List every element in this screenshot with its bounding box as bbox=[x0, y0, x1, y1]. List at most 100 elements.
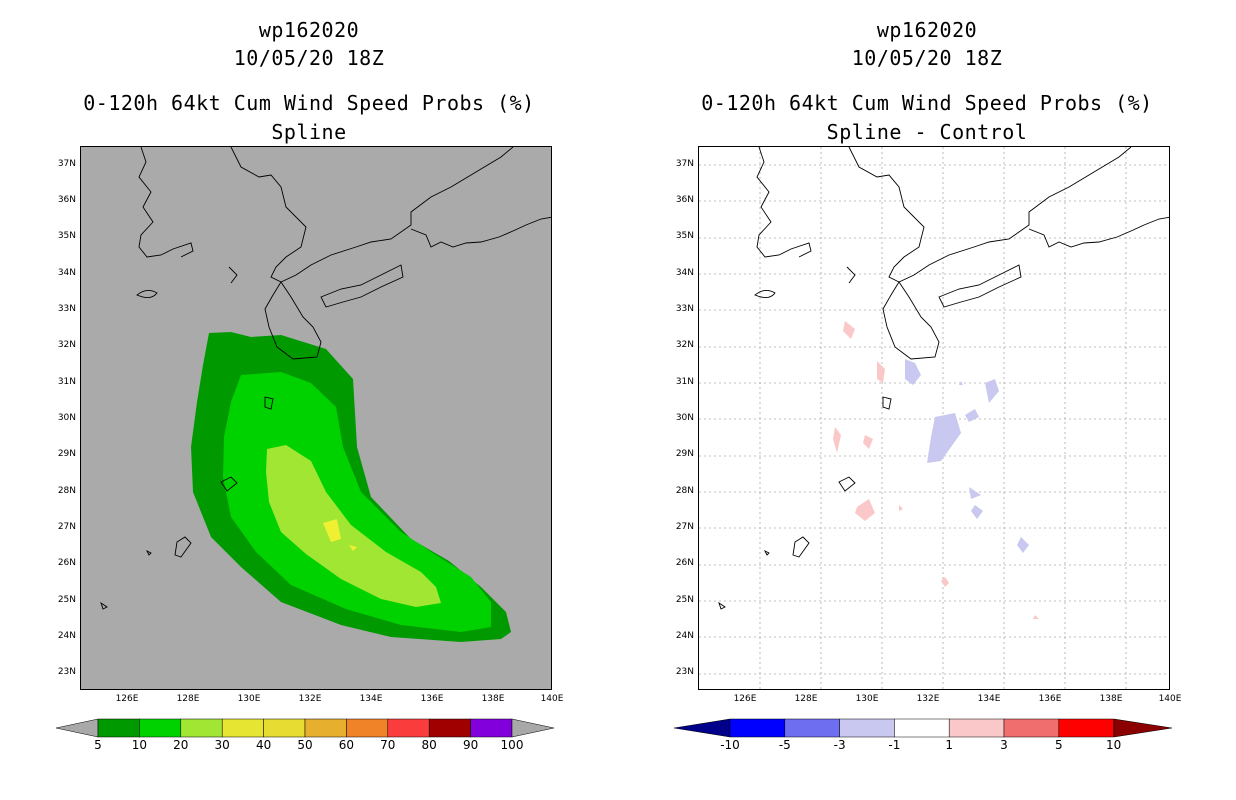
lat-tick: 37N bbox=[57, 159, 76, 169]
colorbar-high-arrow bbox=[511, 718, 555, 738]
right-panel: wp162020 10/05/20 18Z 0-120h 64kt Cum Wi… bbox=[618, 0, 1236, 800]
colorbar-high-arrow bbox=[1113, 718, 1173, 738]
lat-tick: 28N bbox=[57, 486, 76, 496]
lon-tick: 132E bbox=[298, 694, 322, 704]
lon-tick: 130E bbox=[855, 694, 879, 704]
colorbar-swatch bbox=[263, 718, 306, 738]
lon-tick: 128E bbox=[794, 694, 818, 704]
colorbar-swatch bbox=[180, 718, 223, 738]
lat-tick: 37N bbox=[675, 159, 694, 169]
colorbar-label: 30 bbox=[214, 738, 230, 752]
storm-id: wp162020 bbox=[258, 18, 360, 42]
lat-tick: 26N bbox=[57, 558, 76, 568]
product-title: 0-120h 64kt Cum Wind Speed Probs (%) bbox=[701, 91, 1153, 115]
colorbar-swatch bbox=[139, 718, 182, 738]
lat-tick: 31N bbox=[675, 377, 694, 387]
colorbar-label: 20 bbox=[173, 738, 189, 752]
colorbar-label: -1 bbox=[888, 738, 901, 752]
lat-tick: 27N bbox=[57, 522, 76, 532]
colorbar-swatch bbox=[894, 718, 950, 738]
lon-tick: 126E bbox=[733, 694, 757, 704]
colorbar-swatch bbox=[346, 718, 389, 738]
lat-tick: 28N bbox=[675, 486, 694, 496]
colorbar-swatch bbox=[221, 718, 264, 738]
colorbar-swatch bbox=[387, 718, 430, 738]
prob-contour-20 bbox=[266, 445, 441, 607]
colorbar-swatch bbox=[729, 718, 786, 738]
lat-tick: 34N bbox=[675, 268, 694, 278]
lon-tick: 138E bbox=[1099, 694, 1123, 704]
lat-tick: 32N bbox=[675, 340, 694, 350]
lat-tick: 35N bbox=[675, 231, 694, 241]
lat-tick: 33N bbox=[675, 304, 694, 314]
colorbar bbox=[674, 718, 1173, 738]
lat-tick: 23N bbox=[57, 667, 76, 677]
lat-tick: 36N bbox=[675, 195, 694, 205]
date-time: 10/05/20 18Z bbox=[851, 46, 1003, 70]
colorbar-swatch bbox=[1058, 718, 1114, 738]
colorbar-label: 80 bbox=[421, 738, 437, 752]
colorbar-label: 100 bbox=[500, 738, 524, 752]
colorbar-swatch bbox=[304, 718, 347, 738]
prob-contour-10 bbox=[223, 372, 491, 632]
lat-tick: 33N bbox=[57, 304, 76, 314]
lon-tick: 134E bbox=[977, 694, 1001, 704]
lat-tick: 29N bbox=[675, 449, 694, 459]
lon-tick: 134E bbox=[359, 694, 383, 704]
colorbar-label: 60 bbox=[338, 738, 355, 752]
negative-difference-areas bbox=[905, 359, 1029, 553]
colorbar-swatch bbox=[428, 718, 471, 738]
colorbar-label: 3 bbox=[1000, 738, 1008, 752]
prob-contour-30 bbox=[323, 519, 357, 551]
lat-tick: 30N bbox=[57, 413, 76, 423]
colorbar-label: 1 bbox=[945, 738, 953, 752]
lon-tick: 138E bbox=[481, 694, 505, 704]
colorbar-label: -3 bbox=[833, 738, 846, 752]
lat-tick: 25N bbox=[675, 595, 694, 605]
colorbar-label: 50 bbox=[297, 738, 313, 752]
lat-tick: 27N bbox=[675, 522, 694, 532]
lat-tick: 32N bbox=[57, 340, 76, 350]
colorbar bbox=[56, 718, 555, 738]
lat-tick: 29N bbox=[57, 449, 76, 459]
colorbar-swatch bbox=[470, 718, 513, 738]
lon-tick: 132E bbox=[916, 694, 940, 704]
left-panel: wp162020 10/05/20 18Z 0-120h 64kt Cum Wi… bbox=[56, 18, 564, 752]
colorbar-swatch bbox=[784, 718, 840, 738]
lon-tick: 136E bbox=[420, 694, 444, 704]
lat-tick: 25N bbox=[57, 595, 76, 605]
storm-id: wp162020 bbox=[876, 18, 978, 42]
lat-tick: 23N bbox=[675, 667, 694, 677]
lon-tick: 140E bbox=[540, 694, 564, 704]
product-title: 0-120h 64kt Cum Wind Speed Probs (%) bbox=[83, 91, 535, 115]
method-label: Spline bbox=[271, 120, 347, 144]
colorbar-label: 40 bbox=[255, 738, 272, 752]
lat-tick: 30N bbox=[675, 413, 694, 423]
lat-tick: 35N bbox=[57, 231, 76, 241]
date-time: 10/05/20 18Z bbox=[233, 46, 385, 70]
lon-tick: 140E bbox=[1158, 694, 1182, 704]
probability-map bbox=[80, 146, 552, 690]
colorbar-label: -5 bbox=[778, 738, 791, 752]
colorbar-low-arrow bbox=[56, 718, 99, 738]
lon-tick: 126E bbox=[115, 694, 139, 704]
lat-tick: 26N bbox=[675, 558, 694, 568]
lon-tick: 130E bbox=[237, 694, 261, 704]
colorbar-label: 90 bbox=[462, 738, 479, 752]
lat-tick: 34N bbox=[57, 268, 76, 278]
colorbar-swatch bbox=[948, 718, 1005, 738]
difference-map bbox=[698, 146, 1170, 690]
colorbar-label: 10 bbox=[1105, 738, 1122, 752]
colorbar-label: 5 bbox=[94, 738, 102, 752]
positive-difference-areas bbox=[833, 321, 1039, 619]
colorbar-swatch bbox=[1003, 718, 1060, 738]
method-label: Spline - Control bbox=[826, 120, 1028, 144]
lat-tick: 24N bbox=[675, 631, 694, 641]
colorbar-label: 5 bbox=[1054, 738, 1063, 752]
lat-tick: 24N bbox=[57, 631, 76, 641]
colorbar-label: 10 bbox=[131, 738, 148, 752]
colorbar-label: 70 bbox=[380, 738, 396, 752]
lon-tick: 128E bbox=[176, 694, 200, 704]
colorbar-low-arrow bbox=[674, 718, 731, 738]
colorbar-swatch bbox=[839, 718, 895, 738]
